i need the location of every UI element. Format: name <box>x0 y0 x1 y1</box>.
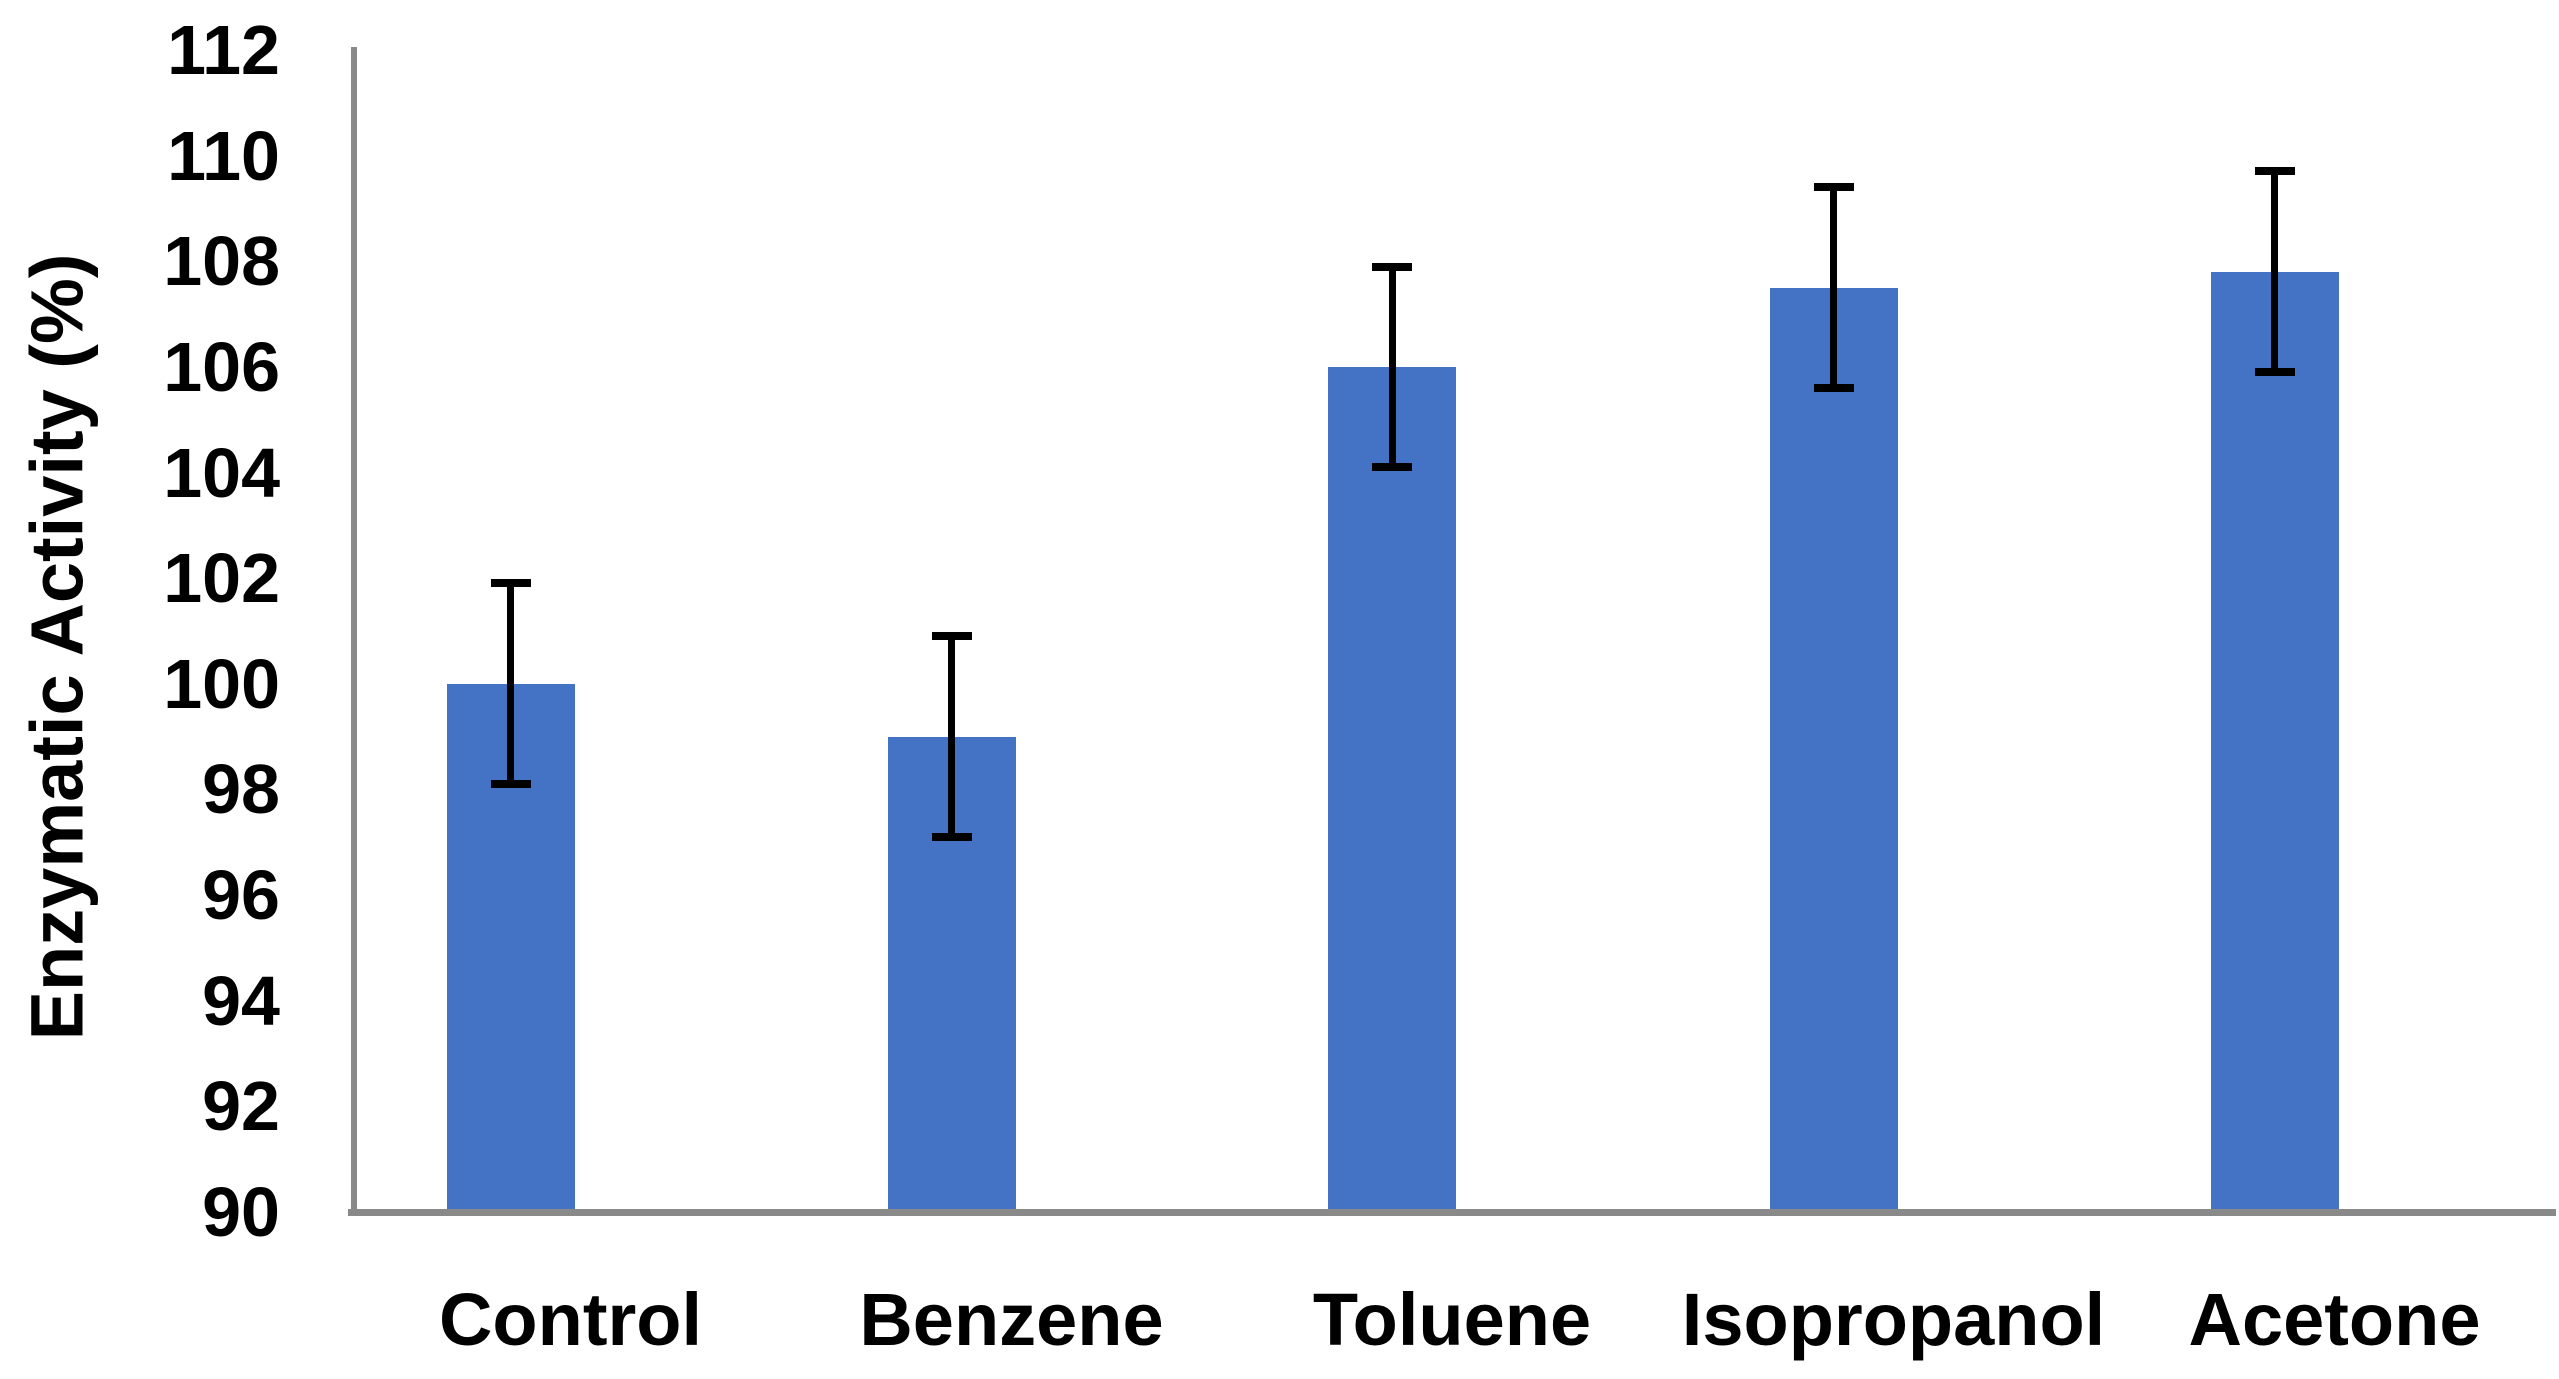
y-tick-label-92: 92 <box>202 1067 280 1146</box>
y-tick-label-102: 102 <box>163 539 280 618</box>
y-tick-label-104: 104 <box>163 433 280 512</box>
error-bar-control <box>507 583 514 785</box>
error-cap-top-isopropanol <box>1813 183 1854 192</box>
error-bar-acetone <box>2271 171 2278 373</box>
y-tick-label-106: 106 <box>163 327 280 406</box>
bar-isopropanol <box>1769 287 1898 1215</box>
error-cap-bottom-isopropanol <box>1813 384 1854 392</box>
x-label-benzene: Benzene <box>859 1278 1164 1361</box>
y-axis-line <box>351 47 357 1216</box>
bar-toluene <box>1328 366 1456 1215</box>
x-label-control: Control <box>438 1278 703 1361</box>
y-tick-label-94: 94 <box>202 961 280 1040</box>
error-cap-top-control <box>490 579 531 588</box>
error-cap-top-benzene <box>931 632 972 641</box>
error-bar-toluene <box>1388 266 1396 468</box>
error-cap-bottom-acetone <box>2254 368 2295 377</box>
error-cap-bottom-benzene <box>931 832 972 841</box>
y-tick-label-98: 98 <box>202 750 280 829</box>
y-axis-title: Enzymatic Activity (%) <box>15 253 99 1041</box>
x-label-toluene: Toluene <box>1312 1278 1592 1361</box>
error-cap-bottom-toluene <box>1372 463 1412 472</box>
y-tick-label-96: 96 <box>202 856 280 935</box>
error-cap-top-acetone <box>2254 167 2295 176</box>
x-label-acetone: Acetone <box>2188 1278 2481 1361</box>
error-bar-isopropanol <box>1830 187 1837 388</box>
y-tick-label-108: 108 <box>163 222 280 301</box>
x-label-isopropanol: Isopropanol <box>1681 1278 2106 1361</box>
y-tick-label-112: 112 <box>167 10 280 89</box>
x-axis-line <box>348 1209 2556 1216</box>
error-cap-bottom-control <box>490 780 531 789</box>
y-tick-label-110: 110 <box>167 116 280 195</box>
error-bar-benzene <box>948 636 955 837</box>
y-tick-label-100: 100 <box>163 644 280 723</box>
bar-acetone <box>2210 271 2339 1215</box>
error-cap-top-toluene <box>1372 262 1412 271</box>
y-tick-label-90: 90 <box>202 1173 280 1251</box>
